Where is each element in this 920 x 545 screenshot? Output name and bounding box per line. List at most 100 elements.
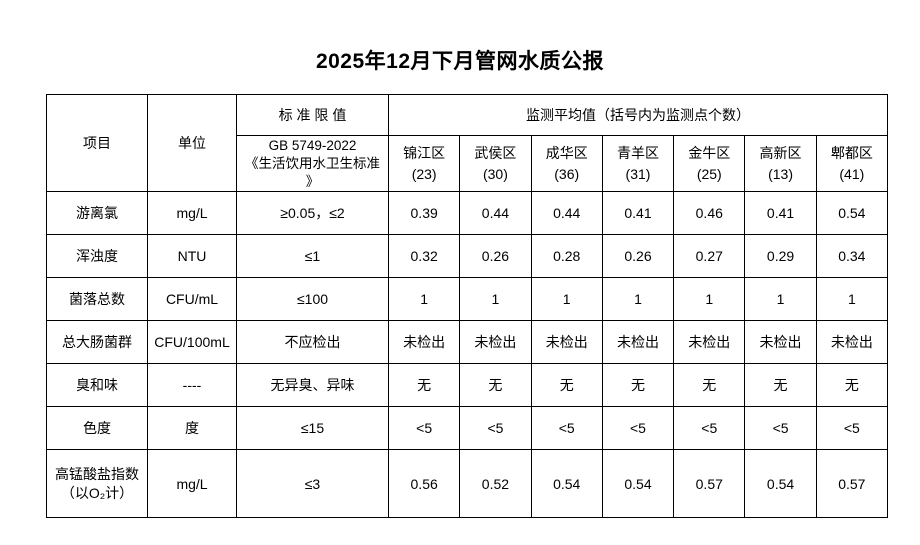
- row-measured-value: 0.41: [744, 191, 817, 236]
- district-name: 青羊区: [616, 145, 659, 162]
- row-measured-value: 未检出: [673, 320, 746, 365]
- row-measured-value: 0.44: [459, 191, 532, 236]
- col-header-item: 项目: [46, 93, 148, 193]
- row-measured-value: 0.54: [815, 191, 889, 236]
- district-name: 武侯区: [474, 145, 517, 162]
- district-monitoring-point-count: (30): [482, 165, 508, 182]
- row-measured-value: 0.54: [601, 449, 675, 519]
- row-item-name: 高锰酸盐指数 （以O₂计）: [46, 449, 148, 519]
- district-name: 金牛区: [688, 145, 731, 162]
- row-measured-value: 0.29: [744, 234, 817, 279]
- row-measured-value: 0.26: [601, 234, 675, 279]
- row-measured-value: 0.27: [673, 234, 746, 279]
- row-measured-value: 1: [673, 277, 746, 322]
- district-header: 高新区 (13): [744, 134, 817, 193]
- row-unit: NTU: [147, 234, 237, 279]
- row-measured-value: <5: [530, 406, 603, 451]
- row-measured-value: 1: [459, 277, 532, 322]
- row-measured-value: 0.46: [673, 191, 746, 236]
- row-measured-value: 无: [744, 363, 817, 408]
- row-measured-value: <5: [744, 406, 817, 451]
- district-monitoring-point-count: (13): [768, 165, 793, 182]
- row-measured-value: 0.56: [387, 449, 461, 519]
- row-measured-value: 无: [459, 363, 532, 408]
- row-measured-value: 1: [815, 277, 889, 322]
- row-measured-value: 0.44: [530, 191, 603, 236]
- row-standard-limit: 无异臭、异味: [236, 363, 389, 408]
- row-unit: CFU/mL: [147, 277, 237, 322]
- district-header: 成华区 (36): [530, 134, 603, 193]
- header-row-top: 项目 单位 标 准 限 值 监测平均值（括号内为监测点个数）: [46, 93, 888, 193]
- row-measured-value: 1: [601, 277, 675, 322]
- row-item-name: 游离氯: [46, 191, 148, 236]
- row-measured-value: 0.54: [744, 449, 817, 519]
- row-item-name: 总大肠菌群: [46, 320, 148, 365]
- district-header: 郫都区 (41): [815, 134, 889, 193]
- row-measured-value: 无: [387, 363, 461, 408]
- row-measured-value: <5: [459, 406, 532, 451]
- row-item-name: 浑浊度: [46, 234, 148, 279]
- col-header-unit: 单位: [147, 93, 237, 193]
- district-name: 成华区: [545, 145, 588, 162]
- district-header: 青羊区 (31): [601, 134, 675, 193]
- row-unit: mg/L: [147, 449, 237, 519]
- row-measured-value: <5: [673, 406, 746, 451]
- district-monitoring-point-count: (23): [411, 165, 437, 182]
- row-measured-value: 未检出: [601, 320, 675, 365]
- row-measured-value: <5: [387, 406, 461, 451]
- district-monitoring-point-count: (25): [696, 165, 722, 182]
- row-measured-value: 0.57: [815, 449, 889, 519]
- row-measured-value: 0.34: [815, 234, 889, 279]
- district-header: 锦江区 (23): [387, 134, 461, 193]
- district-name: 锦江区: [403, 145, 446, 162]
- row-measured-value: 未检出: [459, 320, 532, 365]
- col-header-standard-limit: 标 准 限 值: [236, 94, 389, 136]
- district-monitoring-point-count: (41): [839, 165, 865, 182]
- row-standard-limit: ≤15: [236, 406, 389, 451]
- row-measured-value: 0.32: [387, 234, 461, 279]
- row-measured-value: 0.41: [601, 191, 675, 236]
- row-measured-value: 无: [601, 363, 675, 408]
- row-standard-limit: ≥0.05，≤2: [236, 191, 389, 236]
- table-row: 总大肠菌群 CFU/100mL 不应检出 未检出 未检出 未检出 未检出 未检出 未检出 未检出: [46, 320, 889, 365]
- row-measured-value: 未检出: [744, 320, 817, 365]
- row-measured-value: 未检出: [815, 320, 889, 365]
- table-row: 色度度 ≤15 <5 <5 <5 <5 <5 <5 <5: [46, 406, 889, 451]
- row-measured-value: 1: [387, 277, 461, 322]
- row-item-name: 菌落总数: [46, 277, 148, 322]
- row-standard-limit: ≤3: [236, 449, 389, 519]
- row-measured-value: 1: [530, 277, 603, 322]
- row-measured-value: <5: [815, 406, 889, 451]
- district-name: 高新区: [759, 145, 802, 162]
- table-row: 臭和味 ---- 无异臭、异味无无无无无无无: [46, 363, 889, 408]
- row-standard-limit: ≤1: [236, 234, 389, 279]
- col-header-standard-reference: GB 5749-2022 《生活饮用水卫生标准 》: [236, 134, 389, 193]
- table-row: 菌落总数 CFU/mL ≤100 1 1 1 1 1 1 1: [46, 277, 889, 322]
- row-unit: 度: [147, 406, 237, 451]
- district-header: 武侯区 (30): [459, 134, 532, 193]
- row-measured-value: 无: [530, 363, 603, 408]
- district-monitoring-point-count: (31): [625, 165, 651, 182]
- table-row: 游离氯 mg/L ≥0.05，≤2 0.39 0.44 0.44 0.41 0.46 0.41 0…: [46, 191, 889, 236]
- district-name: 郫都区: [830, 145, 873, 162]
- row-measured-value: 无: [673, 363, 746, 408]
- row-measured-value: 未检出: [530, 320, 603, 365]
- table-row: 浑浊度 NTU ≤1 0.32 0.26 0.28 0.26 0.27 0.29 0.34: [46, 234, 889, 279]
- page-title: 2025年12月下月管网水质公报: [315, 50, 605, 73]
- row-unit: CFU/100mL: [147, 320, 237, 365]
- row-measured-value: 1: [744, 277, 817, 322]
- row-item-name: 臭和味: [46, 363, 148, 408]
- row-measured-value: 0.26: [459, 234, 532, 279]
- row-measured-value: 无: [815, 363, 889, 408]
- row-measured-value: <5: [601, 406, 675, 451]
- row-measured-value: 0.52: [459, 449, 532, 519]
- row-item-name: 色度: [46, 406, 148, 451]
- water-quality-table: 项目 单位 标 准 限 值 监测平均值（括号内为监测点个数） GB 5749-2…: [46, 93, 889, 519]
- row-standard-limit: ≤100: [236, 277, 389, 322]
- district-monitoring-point-count: (36): [554, 165, 580, 182]
- row-standard-limit: 不应检出: [236, 320, 389, 365]
- row-unit: mg/L: [147, 191, 237, 236]
- row-measured-value: 0.39: [387, 191, 461, 236]
- row-measured-value: 0.57: [673, 449, 746, 519]
